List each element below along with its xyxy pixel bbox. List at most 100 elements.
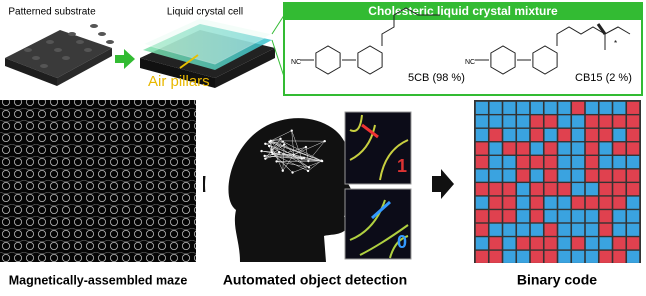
node [304, 145, 308, 149]
cell [627, 169, 640, 182]
detection-one: 1 [397, 156, 407, 176]
link [271, 151, 293, 173]
cell [599, 250, 612, 263]
arrow [115, 49, 135, 69]
maze-image [0, 100, 196, 262]
cell [475, 210, 488, 223]
arrow [432, 169, 454, 199]
cell [558, 223, 571, 236]
chain [381, 7, 440, 46]
arrow [371, 200, 391, 220]
cell [489, 183, 502, 196]
cell [489, 196, 502, 209]
cell [530, 142, 543, 155]
cell [475, 155, 488, 169]
cell [530, 128, 543, 142]
cell [585, 210, 598, 223]
cell [585, 115, 598, 128]
cell [572, 101, 585, 114]
link [270, 130, 292, 142]
link [291, 130, 303, 159]
cell [489, 155, 502, 169]
cell [599, 169, 612, 182]
cell [544, 183, 557, 196]
cell [572, 128, 585, 142]
caption: Automated object detection [223, 272, 407, 288]
cell [530, 169, 543, 182]
cell [544, 237, 557, 250]
cell [517, 223, 530, 236]
link [272, 153, 309, 172]
cell [572, 142, 585, 155]
node [270, 150, 274, 154]
link [271, 141, 284, 151]
link [270, 138, 281, 142]
substrate-label: Patterned substrate [8, 7, 96, 18]
cell [489, 250, 502, 263]
cell [544, 223, 557, 236]
cell [503, 155, 516, 169]
cell [475, 183, 488, 196]
cell [585, 142, 598, 155]
caption: Binary code [517, 272, 597, 288]
cell [517, 196, 530, 209]
cell [613, 237, 626, 250]
node [291, 171, 294, 174]
cell [627, 101, 640, 114]
cell [627, 210, 640, 223]
cell [572, 237, 585, 250]
link [308, 141, 325, 162]
cell [503, 196, 516, 209]
cell [558, 183, 571, 196]
hole [40, 64, 48, 68]
link [291, 130, 295, 155]
cell [517, 183, 530, 196]
cell [530, 155, 543, 169]
cell [613, 101, 626, 114]
link [293, 140, 325, 156]
ring [357, 45, 383, 75]
cell [544, 128, 557, 142]
cell [544, 115, 557, 128]
chain [604, 26, 631, 35]
hole [90, 24, 98, 28]
cell [572, 210, 585, 223]
cell [627, 237, 640, 250]
cell [599, 183, 612, 196]
head-silhouette [228, 118, 356, 262]
cell [558, 210, 571, 223]
cell [530, 250, 543, 263]
cell [503, 183, 516, 196]
cell [572, 183, 585, 196]
link [272, 144, 285, 155]
cell [544, 169, 557, 182]
hole [76, 40, 84, 44]
cell [572, 115, 585, 128]
cell [572, 155, 585, 169]
link [293, 154, 323, 162]
cell [489, 142, 502, 155]
cell [475, 223, 488, 236]
cell [558, 115, 571, 128]
cell [558, 196, 571, 209]
cell [517, 128, 530, 142]
cell [627, 196, 640, 209]
cell [489, 128, 502, 142]
hole [24, 48, 32, 52]
detection-panel [344, 188, 412, 260]
cell [475, 115, 488, 128]
group-label: NC [465, 59, 475, 66]
link [265, 153, 273, 159]
hole [98, 32, 106, 36]
substrate-side [57, 48, 112, 86]
cell [599, 237, 612, 250]
ring [532, 45, 558, 75]
cell [613, 169, 626, 182]
cell [613, 250, 626, 263]
hole [106, 40, 114, 44]
cell [544, 210, 557, 223]
cell [558, 101, 571, 114]
cell [517, 237, 530, 250]
cell [475, 101, 488, 114]
cell [517, 155, 530, 169]
